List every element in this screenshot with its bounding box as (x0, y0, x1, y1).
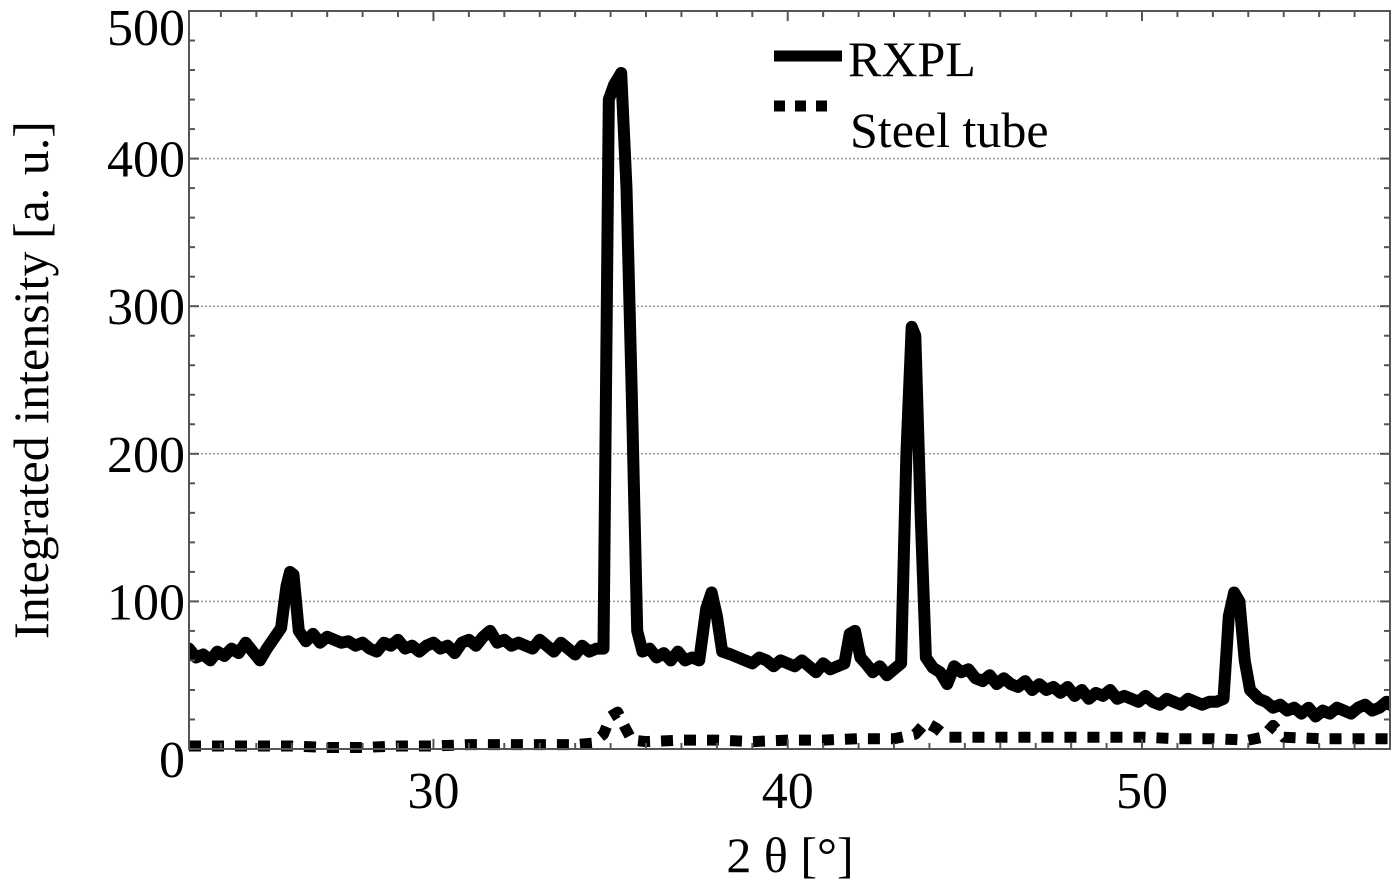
legend: RXPL Steel tube (774, 31, 1049, 158)
x-tick-label: 30 (407, 763, 459, 820)
y-axis-title: Integrated intensity [a. u.] (3, 121, 59, 639)
y-tick-label: 400 (107, 132, 185, 189)
data-series (189, 67, 1390, 753)
legend-entry-steel-tube: Steel tube (774, 100, 1049, 158)
x-tick-labels: 30 40 50 (407, 763, 1168, 820)
y-tick-label: 100 (107, 574, 185, 631)
y-tick-label: 500 (107, 0, 185, 57)
series-steel-tube (189, 706, 1390, 753)
y-tick-labels: 0 100 200 300 400 500 (107, 0, 185, 789)
x-axis-title: 2 θ [°] (726, 827, 853, 883)
x-tick-label: 40 (762, 763, 814, 820)
x-tick-label: 50 (1116, 763, 1168, 820)
y-tick-label: 200 (107, 427, 185, 484)
series-rxpl (189, 67, 1390, 723)
y-tick-label: 0 (159, 732, 185, 789)
axis-ticks (189, 10, 1391, 750)
y-tick-label: 300 (107, 279, 185, 336)
plot-frame (188, 10, 1391, 750)
legend-label-steel-tube: Steel tube (850, 102, 1049, 158)
horizontal-gridlines (189, 157, 1390, 603)
legend-label-rxpl: RXPL (848, 31, 976, 87)
legend-entry-rxpl: RXPL (774, 31, 976, 87)
